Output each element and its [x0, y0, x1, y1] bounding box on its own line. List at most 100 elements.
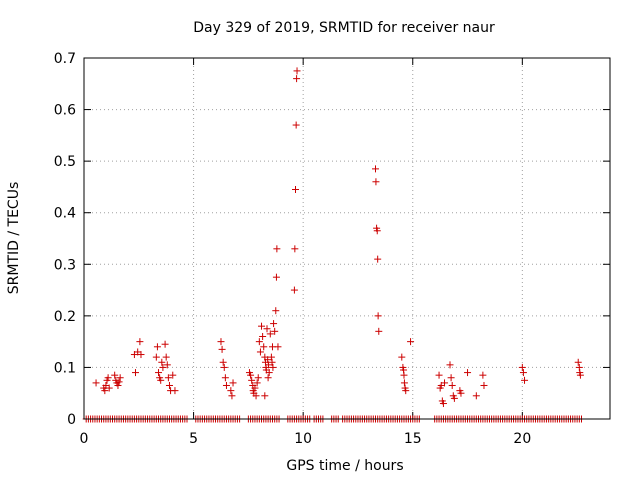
- data-point: [219, 358, 227, 366]
- x-tick-label: 5: [189, 431, 198, 447]
- data-point: [435, 371, 443, 379]
- data-point: [157, 376, 165, 384]
- data-point: [217, 338, 225, 346]
- data-point: [220, 363, 228, 371]
- data-point: [254, 374, 262, 382]
- plot-frame: [83, 57, 611, 420]
- data-point: [521, 376, 529, 384]
- data-point: [132, 369, 140, 377]
- data-point: [293, 67, 301, 75]
- data-point: [165, 381, 173, 389]
- data-point: [292, 121, 300, 129]
- data-point: [258, 322, 266, 330]
- data-point: [263, 325, 271, 333]
- data-point: [101, 387, 109, 395]
- data-point: [115, 378, 123, 386]
- x-tick-label: 20: [513, 431, 531, 447]
- data-point: [270, 320, 278, 328]
- data-point: [136, 338, 144, 346]
- data-point: [252, 392, 260, 400]
- x-tick-label: 0: [80, 431, 89, 447]
- data-point: [271, 327, 279, 335]
- data-point: [152, 353, 160, 361]
- data-point: [374, 312, 382, 320]
- y-tick-label: 0.1: [54, 360, 76, 376]
- data-point: [266, 330, 274, 338]
- data-point: [576, 371, 584, 379]
- data-point: [169, 371, 177, 379]
- data-point: [464, 369, 472, 377]
- data-point: [272, 273, 280, 281]
- y-tick-label: 0.7: [54, 51, 76, 67]
- data-point: [374, 255, 382, 263]
- x-tick-label: 15: [404, 431, 422, 447]
- data-point: [400, 379, 408, 387]
- data-point: [400, 371, 408, 379]
- data-point: [104, 374, 112, 382]
- data-point: [92, 379, 100, 387]
- x-axis-title: GPS time / hours: [286, 458, 403, 474]
- data-point: [137, 351, 145, 359]
- data-point: [260, 343, 268, 351]
- data-point: [446, 361, 454, 369]
- data-point: [162, 353, 170, 361]
- chart-title: Day 329 of 2019, SRMTID for receiver nau…: [193, 20, 495, 36]
- data-point: [574, 358, 582, 366]
- data-point: [293, 75, 301, 83]
- data-point: [265, 361, 273, 369]
- data-point: [153, 343, 161, 351]
- data-point: [264, 374, 272, 382]
- data-point: [111, 371, 119, 379]
- y-tick-label: 0.4: [54, 206, 76, 222]
- data-point: [407, 338, 415, 346]
- data-point: [457, 389, 465, 397]
- data-point: [229, 379, 237, 387]
- data-point: [519, 369, 527, 377]
- data-point: [447, 374, 455, 382]
- data-point: [291, 245, 299, 253]
- data-point: [114, 381, 122, 389]
- data-point: [518, 363, 526, 371]
- data-point: [267, 353, 275, 361]
- data-point: [247, 371, 255, 379]
- tick-labels: 0 0.1 0.2 0.3 0.4 0.5 0.6 0.7 0 5 10 15 20: [54, 51, 532, 447]
- data-point: [222, 381, 230, 389]
- data-point: [171, 387, 179, 395]
- data-point: [164, 374, 172, 382]
- data-point: [105, 384, 113, 392]
- data-point: [398, 353, 406, 361]
- y-tick-label: 0.3: [54, 257, 76, 273]
- data-point: [256, 348, 264, 356]
- data-point: [273, 245, 281, 253]
- data-point: [259, 332, 267, 340]
- data-point: [269, 363, 277, 371]
- y-tick-label: 0: [67, 412, 76, 428]
- data-point: [372, 178, 380, 186]
- data-point: [373, 227, 381, 235]
- data-point: [227, 387, 235, 395]
- data-point: [268, 358, 276, 366]
- data-point: [116, 374, 124, 382]
- data-point: [375, 327, 383, 335]
- data-point: [450, 394, 458, 402]
- data-point: [253, 379, 261, 387]
- y-tick-label: 0.2: [54, 309, 76, 325]
- data-point: [371, 165, 379, 173]
- data-point: [221, 374, 229, 382]
- data-point: [218, 345, 226, 353]
- grid-lines: [84, 58, 610, 419]
- data-point: [255, 338, 263, 346]
- data-point: [163, 361, 171, 369]
- data-point: [274, 343, 282, 351]
- data-point: [158, 358, 166, 366]
- y-tick-label: 0.5: [54, 154, 76, 170]
- x-tick-label: 10: [294, 431, 312, 447]
- data-point: [265, 369, 273, 377]
- data-point: [248, 376, 256, 384]
- data-point: [272, 307, 280, 315]
- data-point: [251, 384, 259, 392]
- data-point: [472, 392, 480, 400]
- data-points: [82, 67, 586, 423]
- y-axis-title: SRMTID / TECUs: [6, 182, 22, 295]
